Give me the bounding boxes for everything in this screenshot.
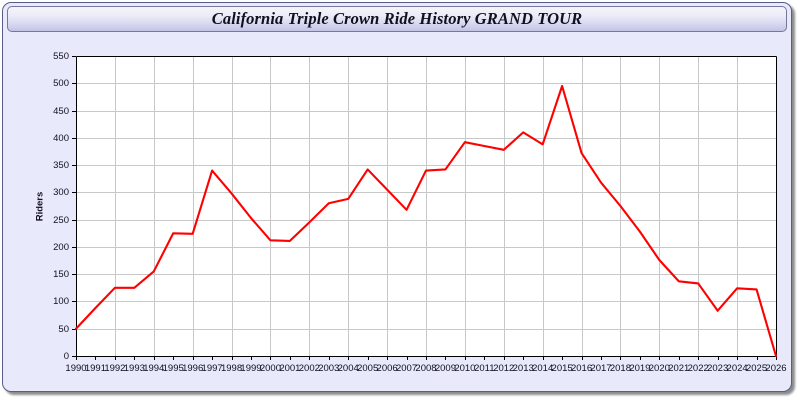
x-tick-label: 2017 [590, 363, 611, 374]
x-tick-label: 2003 [318, 363, 339, 374]
chart-window: California Triple Crown Ride History GRA… [2, 2, 792, 392]
x-axis-ticks: 1990199119921993199419951996199719981999… [65, 356, 787, 374]
x-tick-label: 2024 [727, 363, 748, 374]
x-tick-label: 2021 [668, 363, 689, 374]
x-tick-label: 2015 [552, 363, 573, 374]
x-tick-label: 1995 [163, 363, 184, 374]
x-tick-label: 2023 [707, 363, 728, 374]
x-tick-label: 2018 [610, 363, 631, 374]
x-tick-label: 2013 [513, 363, 534, 374]
plot-area: Riders 0 50 100 150 200 250 300 350 400 450 500 550… [3, 33, 791, 391]
x-tick-label: 2016 [571, 363, 592, 374]
y-tick-label: 500 [53, 78, 69, 89]
y-tick-label: 50 [58, 324, 69, 335]
x-tick-label: 2014 [532, 363, 553, 374]
x-tick-label: 1991 [85, 363, 106, 374]
x-tick-label: 1993 [124, 363, 145, 374]
x-tick-label: 2008 [415, 363, 436, 374]
y-axis-ticks: 0 50 100 150 200 250 300 350 400 450 500 550 [53, 51, 76, 362]
x-tick-label: 2010 [454, 363, 475, 374]
x-tick-label: 2000 [260, 363, 281, 374]
x-tick-label: 2022 [688, 363, 709, 374]
y-axis-label: Riders [34, 191, 46, 222]
x-tick-label: 2009 [435, 363, 456, 374]
x-tick-label: 1997 [202, 363, 223, 374]
x-tick-label: 2012 [493, 363, 514, 374]
y-tick-label: 350 [53, 160, 69, 171]
title-bar: California Triple Crown Ride History GRA… [7, 6, 787, 32]
x-tick-label: 2004 [338, 363, 359, 374]
x-tick-label: 1996 [182, 363, 203, 374]
x-tick-label: 2011 [474, 363, 494, 374]
x-tick-label: 2006 [377, 363, 398, 374]
y-tick-label: 0 [64, 351, 69, 362]
y-tick-label: 550 [53, 51, 69, 62]
x-tick-label: 2025 [746, 363, 767, 374]
page-title: California Triple Crown Ride History GRA… [211, 9, 583, 28]
x-tick-label: 2001 [279, 363, 300, 374]
y-tick-label: 100 [53, 296, 69, 307]
y-tick-label: 450 [53, 106, 69, 117]
y-tick-label: 250 [53, 215, 69, 226]
x-tick-label: 1994 [143, 363, 164, 374]
x-tick-label: 2007 [396, 363, 417, 374]
x-tick-label: 1998 [221, 363, 242, 374]
y-tick-label: 200 [53, 242, 69, 253]
x-tick-label: 2026 [765, 363, 786, 374]
x-tick-label: 2020 [649, 363, 670, 374]
x-tick-label: 1992 [104, 363, 125, 374]
data-series-riders [74, 84, 778, 358]
axis-lines [75, 55, 778, 358]
y-tick-label: 300 [53, 187, 69, 198]
x-tick-label: 2019 [629, 363, 650, 374]
y-tick-label: 400 [53, 133, 69, 144]
y-tick-label: 150 [53, 269, 69, 280]
x-tick-label: 2002 [299, 363, 320, 374]
x-tick-label: 1999 [240, 363, 261, 374]
x-tick-label: 1990 [65, 363, 86, 374]
x-tick-label: 2005 [357, 363, 378, 374]
